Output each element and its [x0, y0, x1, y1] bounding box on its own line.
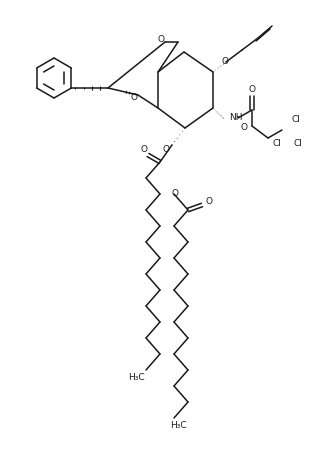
Text: O: O: [141, 146, 147, 154]
Text: O: O: [171, 188, 179, 197]
Text: O: O: [206, 196, 213, 206]
Text: H₃C: H₃C: [170, 421, 186, 431]
Text: NH: NH: [229, 114, 243, 122]
Text: Cl: Cl: [292, 116, 301, 124]
Text: O: O: [130, 92, 138, 102]
Text: Cl: Cl: [294, 140, 303, 148]
Text: H₃C: H₃C: [128, 373, 144, 383]
Text: O: O: [163, 146, 170, 154]
Text: Cl: Cl: [273, 140, 281, 148]
Text: O: O: [222, 56, 228, 66]
Text: O: O: [158, 36, 164, 44]
Text: O: O: [240, 123, 248, 133]
Text: O: O: [248, 85, 256, 95]
